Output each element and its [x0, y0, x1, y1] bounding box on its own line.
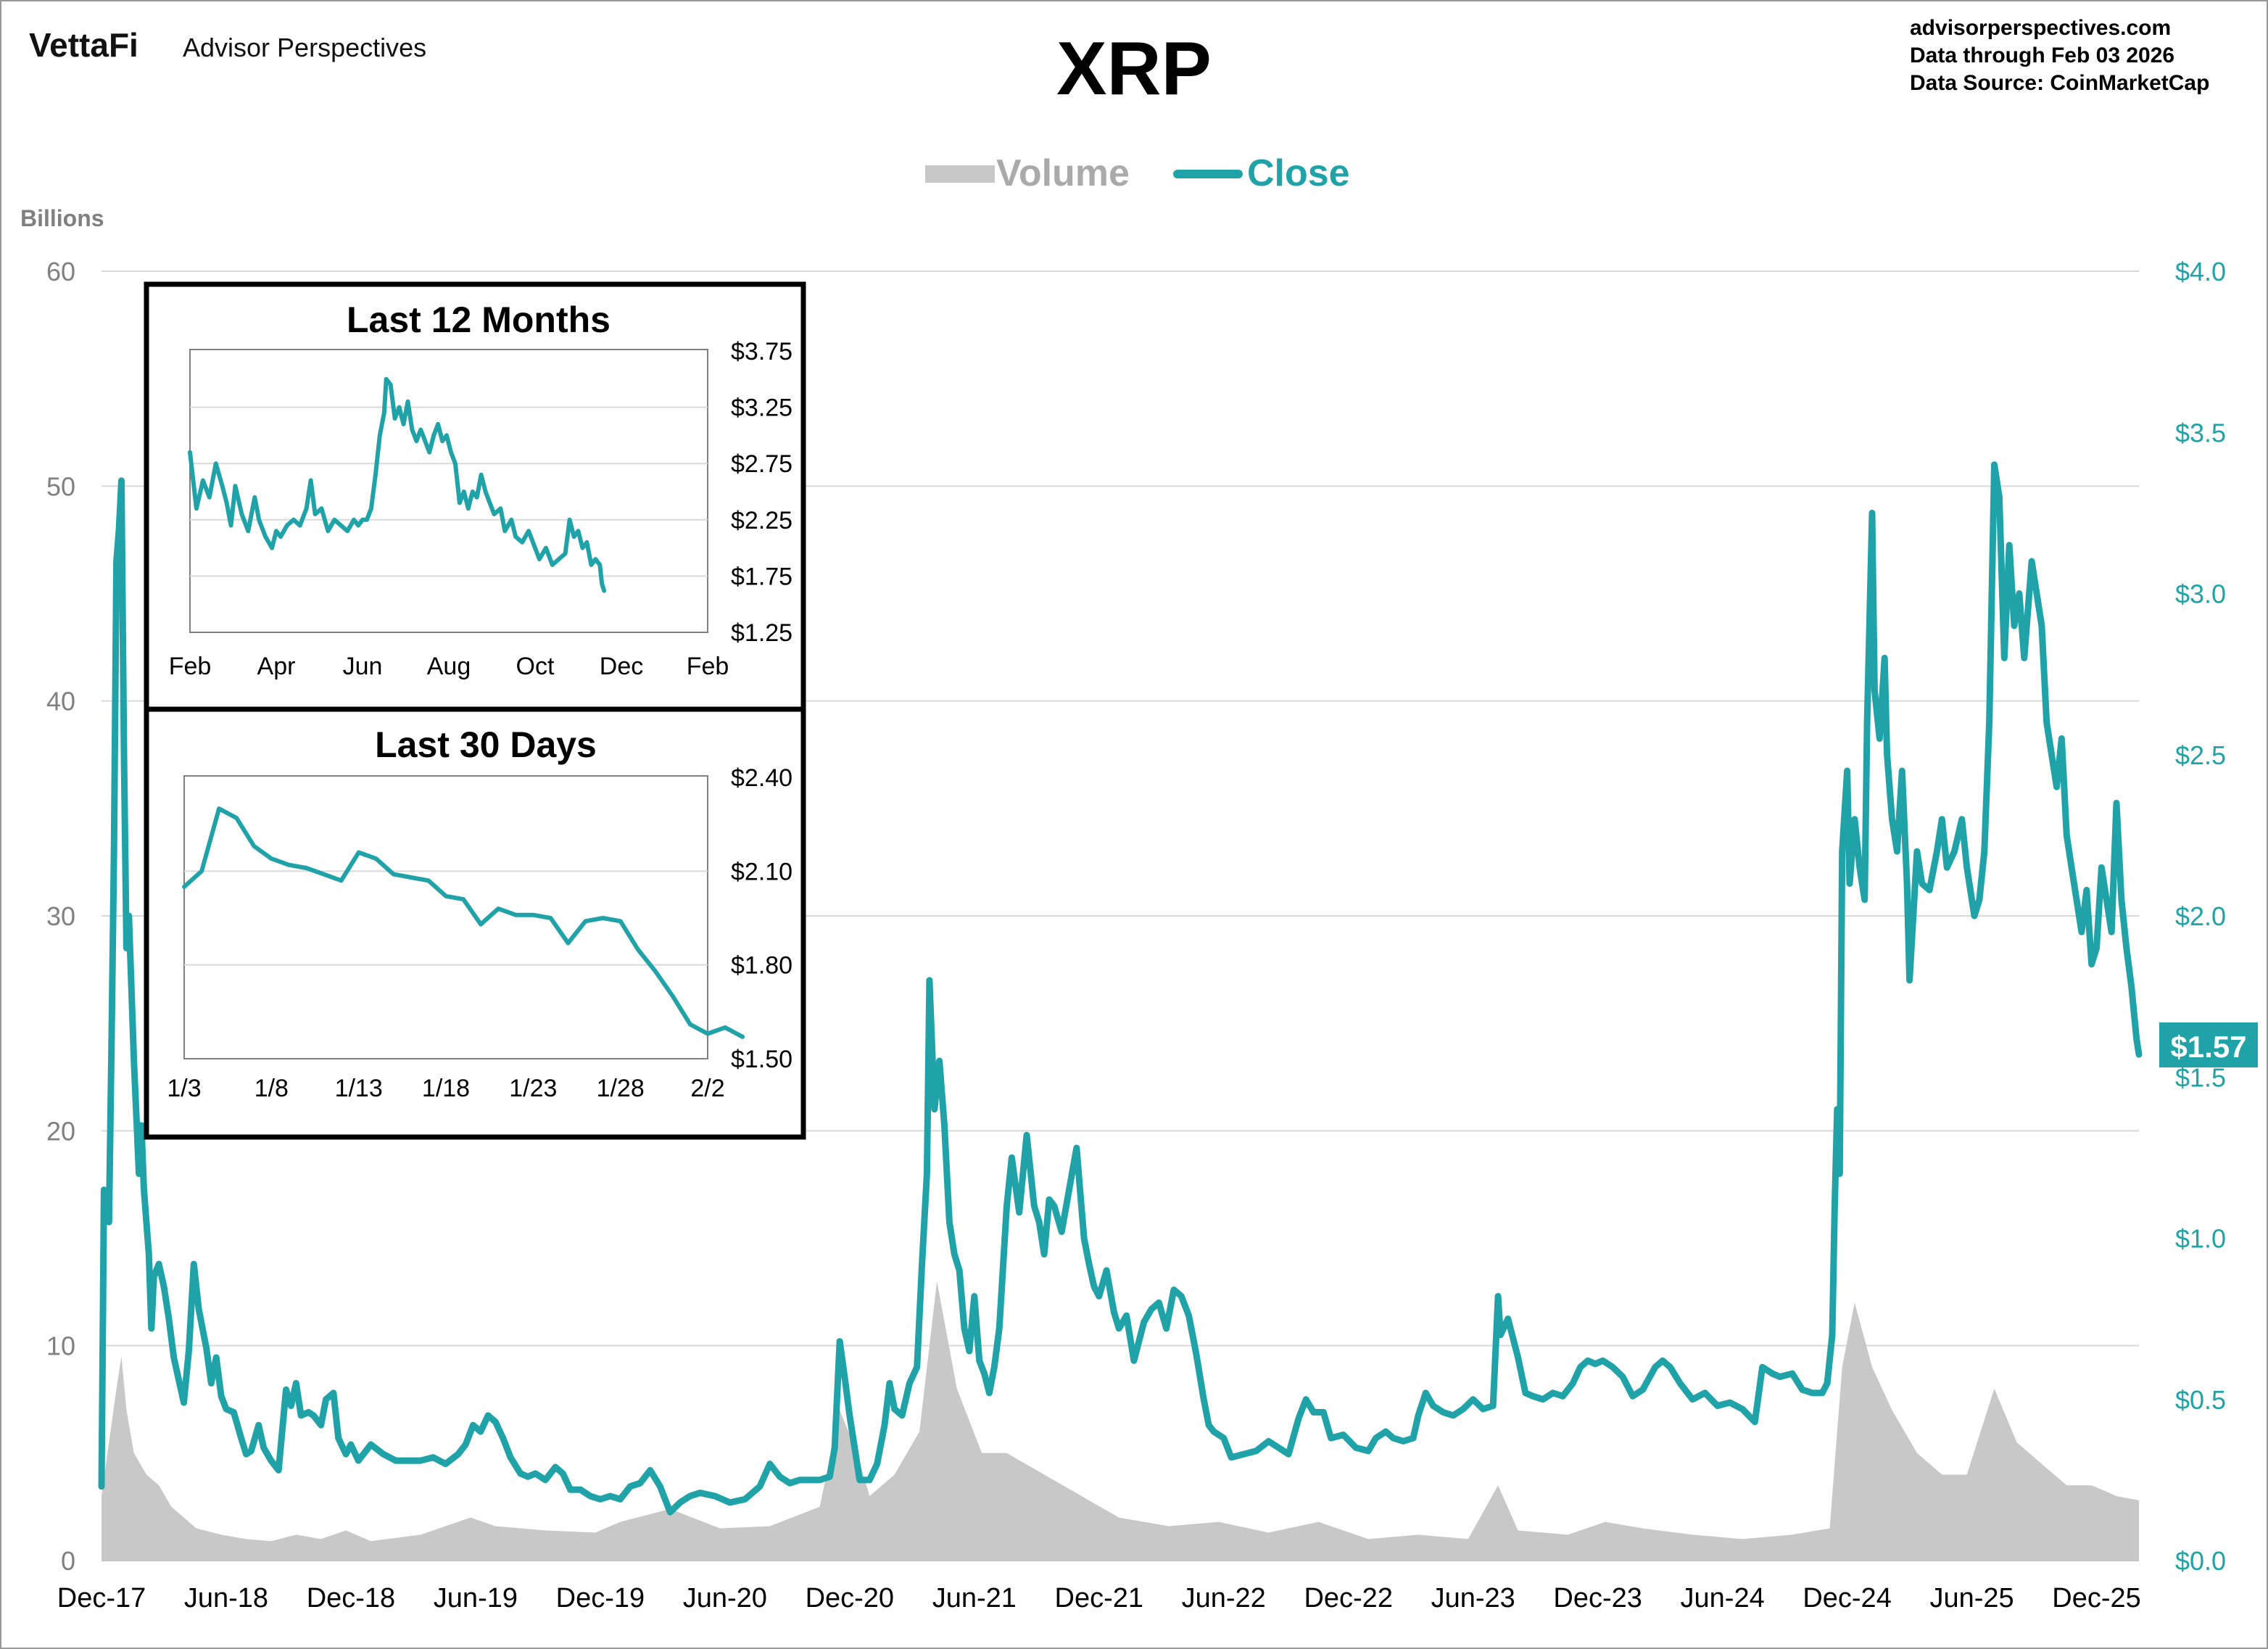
data-through: Data through Feb 03 2026 — [1910, 44, 2174, 67]
inset-30-days-gridlines — [184, 870, 708, 966]
x-tick-label: Jun-21 — [932, 1583, 1017, 1613]
inset-y-tick-label: $1.75 — [731, 563, 792, 590]
inset-x-tick-label: 1/8 — [254, 1075, 289, 1102]
data-source: Data Source: CoinMarketCap — [1910, 71, 2209, 95]
page-title: XRP — [1056, 27, 1212, 111]
x-tick-label: Jun-19 — [434, 1583, 518, 1613]
x-tick-label: Dec-17 — [57, 1583, 146, 1613]
inset-12-months-close-series — [188, 376, 607, 593]
close-line — [98, 461, 2143, 1516]
x-tick-label: Dec-24 — [1803, 1583, 1892, 1613]
inset-x-tick-label: Oct — [516, 653, 555, 680]
y-right-tick-label: $0.5 — [2175, 1385, 2226, 1415]
inset-30-days-frame — [144, 706, 806, 1140]
y-left-axis-label: Billions — [20, 205, 104, 231]
inset-x-tick-label: Feb — [687, 653, 729, 680]
y-right-tick-label: $0.0 — [2175, 1546, 2226, 1576]
inset-x-tick-label: 2/2 — [690, 1075, 724, 1102]
inset-30-days-close-series — [182, 806, 745, 1039]
inset-y-tick-label: $3.25 — [731, 394, 792, 422]
x-tick-label: Dec-22 — [1304, 1583, 1393, 1613]
inset-x-tick-label: Apr — [257, 653, 296, 680]
y-left-tick-label: 50 — [46, 471, 75, 501]
volume-series — [102, 1281, 2139, 1561]
inset-30-days-plot-area — [183, 775, 708, 1059]
inset-x-tick-label: Feb — [169, 653, 212, 680]
inset-y-tick-label: $3.75 — [731, 338, 792, 365]
inset-x-tick-label: 1/23 — [509, 1075, 557, 1102]
inset-30-days-title: Last 30 Days — [375, 724, 597, 765]
inset-12-months-gridlines — [190, 406, 708, 577]
x-tick-label: Dec-19 — [556, 1583, 645, 1613]
x-tick-label: Jun-18 — [184, 1583, 268, 1613]
volume-area — [102, 1281, 2139, 1561]
last-value-badge: $1.57 — [2159, 1022, 2258, 1067]
y-right-tick-label: $4.0 — [2175, 257, 2226, 286]
vettafi-logo: VettaFi — [29, 26, 138, 64]
x-tick-label: Jun-23 — [1431, 1583, 1515, 1613]
inset-30-days-x-tick-labels: 1/3 1/8 1/13 1/18 1/23 1/28 2/2 — [167, 1075, 724, 1102]
x-tick-label: Dec-23 — [1553, 1583, 1642, 1613]
y-left-tick-label: 40 — [46, 687, 75, 716]
inset-y-tick-label: $2.10 — [731, 858, 792, 885]
y-right-tick-label: $2.0 — [2175, 901, 2226, 931]
inset-x-tick-label: 1/28 — [597, 1075, 645, 1102]
y-left-tick-label: 20 — [46, 1116, 75, 1146]
y-right-tick-labels: $0.0 $0.5 $1.0 $1.5 $2.0 $2.5 $3.0 $3.5 $4.0 — [2175, 257, 2226, 1576]
y-right-tick-label: $3.5 — [2175, 418, 2226, 447]
y-left-tick-label: 30 — [46, 901, 75, 931]
inset-12-months: Last 12 Months $3.75 $3.25 $2.75 $2.25 $1.75… — [144, 281, 806, 712]
inset-x-tick-label: 1/13 — [335, 1075, 383, 1102]
inset-x-tick-label: Dec — [600, 653, 643, 680]
x-tick-label: Dec-21 — [1055, 1583, 1144, 1613]
inset-y-tick-label: $1.25 — [731, 619, 792, 647]
inset-y-tick-label: $2.40 — [731, 764, 792, 792]
y-right-tick-label: $2.5 — [2175, 740, 2226, 770]
brand-name: Advisor Perspectives — [183, 33, 426, 62]
inset-12-months-y-tick-labels: $3.75 $3.25 $2.75 $2.25 $1.75 $1.25 — [731, 338, 792, 647]
inset-12-months-x-tick-labels: Feb Apr Jun Aug Oct Dec Feb — [169, 653, 729, 680]
legend-volume-label: Volume — [996, 152, 1130, 194]
y-left-tick-labels: 0 10 20 30 40 50 60 — [46, 257, 75, 1576]
last-value-label: $1.57 — [2170, 1030, 2246, 1064]
inset-y-tick-label: $1.80 — [731, 952, 792, 980]
legend: Volume Close — [925, 152, 1350, 194]
legend-close-swatch — [1173, 170, 1243, 178]
last-value-badge-bg — [2159, 1022, 2258, 1067]
y-left-tick-label: 60 — [46, 257, 75, 286]
x-tick-label: Dec-20 — [806, 1583, 895, 1613]
inset-x-tick-label: Jun — [343, 653, 383, 680]
y-right-tick-label: $1.0 — [2175, 1224, 2226, 1254]
logo-text: VettaFi — [29, 26, 138, 64]
legend-volume-swatch — [925, 165, 995, 183]
legend-close-label: Close — [1247, 152, 1350, 194]
inset-y-tick-label: $2.75 — [731, 450, 792, 478]
x-tick-label: Dec-25 — [2052, 1583, 2141, 1613]
y-right-tick-label: $3.0 — [2175, 579, 2226, 609]
inset-30-days-y-tick-labels: $2.40 $2.10 $1.80 $1.50 — [731, 764, 792, 1073]
inset-x-tick-label: Aug — [427, 653, 471, 680]
x-tick-labels: Dec-17 Jun-18 Dec-18 Jun-19 Dec-19 Jun-20 Dec-… — [57, 1583, 2141, 1613]
inset-12-months-plot-area — [189, 349, 708, 633]
inset-x-tick-label: 1/18 — [422, 1075, 470, 1102]
x-tick-label: Jun-24 — [1681, 1583, 1765, 1613]
close-series — [98, 461, 2143, 1516]
x-tick-label: Jun-20 — [683, 1583, 767, 1613]
y-left-tick-label: 10 — [46, 1331, 75, 1361]
x-tick-label: Jun-25 — [1929, 1583, 2014, 1613]
inset-y-tick-label: $1.50 — [731, 1046, 792, 1073]
inset-close-line — [182, 806, 745, 1039]
site-url: advisorperspectives.com — [1910, 16, 2171, 40]
x-tick-label: Dec-18 — [307, 1583, 396, 1613]
inset-30-days: Last 30 Days $2.40 $2.10 $1.80 $1.50 1/3 1/8… — [144, 706, 806, 1140]
y-right-tick-label: $1.5 — [2175, 1062, 2226, 1092]
inset-x-tick-label: 1/3 — [167, 1075, 201, 1102]
inset-close-line — [188, 376, 607, 593]
x-tick-label: Jun-22 — [1182, 1583, 1266, 1613]
y-left-tick-label: 0 — [61, 1546, 75, 1576]
inset-12-months-title: Last 12 Months — [347, 299, 611, 340]
inset-y-tick-label: $2.25 — [731, 507, 792, 534]
